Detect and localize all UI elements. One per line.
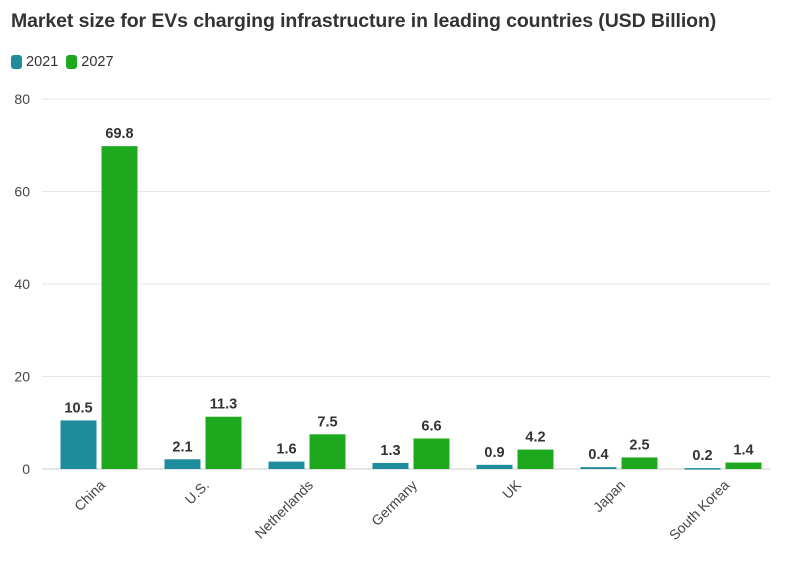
value-label-2027-germany: 6.6 [421, 418, 441, 434]
bar-2027-germany [413, 438, 450, 469]
bar-2027-uk [517, 449, 554, 469]
bar-2021-japan [580, 467, 617, 469]
bar-2021-china [60, 420, 97, 469]
bar-2027-japan [621, 457, 658, 469]
value-label-2021-japan: 0.4 [588, 447, 608, 463]
bar-2021-u-s [164, 459, 201, 469]
y-tick-label-20: 20 [14, 369, 30, 385]
x-tick-label-japan: Japan [590, 477, 628, 515]
value-label-2027-netherlands: 7.5 [317, 414, 337, 430]
y-tick-label-80: 80 [14, 91, 30, 107]
y-tick-label-0: 0 [22, 461, 30, 477]
legend-swatch-2027 [66, 55, 78, 69]
y-tick-label-40: 40 [14, 276, 30, 292]
bar-2027-netherlands [309, 434, 346, 469]
value-label-2027-china: 69.8 [105, 126, 133, 142]
bar-2021-netherlands [268, 461, 305, 469]
legend-label-2027: 2027 [81, 54, 114, 70]
legend-item-2027[interactable]: 2027 [66, 54, 114, 70]
legend-label-2021: 2021 [26, 54, 59, 70]
chart-title: Market size for EVs charging infrastruct… [11, 10, 717, 32]
value-label-2021-china: 10.5 [64, 400, 92, 416]
x-tick-label-netherlands: Netherlands [251, 477, 316, 542]
bar-2027-south-korea [725, 462, 762, 469]
bar-2027-u-s [205, 416, 242, 469]
bar-2021-south-korea [684, 468, 721, 470]
bar-2027-china [101, 146, 138, 470]
value-label-2021-south-korea: 0.2 [692, 448, 712, 464]
value-label-2021-u-s: 2.1 [172, 439, 192, 455]
value-label-2021-uk: 0.9 [484, 445, 504, 461]
legend: 2021 2027 [11, 54, 122, 70]
x-tick-label-germany: Germany [368, 477, 420, 529]
value-label-2021-netherlands: 1.6 [276, 442, 296, 458]
value-label-2021-germany: 1.3 [380, 443, 400, 459]
x-tick-label-china: China [71, 477, 108, 514]
value-label-2027-u-s: 11.3 [210, 397, 237, 413]
value-label-2027-japan: 2.5 [629, 437, 649, 453]
y-tick-label-60: 60 [14, 184, 30, 200]
value-label-2027-uk: 4.2 [525, 430, 545, 446]
x-tick-label-u-s: U.S. [182, 477, 213, 508]
bar-2021-germany [372, 462, 409, 469]
legend-item-2021[interactable]: 2021 [11, 54, 58, 70]
legend-swatch-2021 [11, 55, 22, 69]
bar-2021-uk [476, 464, 513, 469]
x-tick-label-uk: UK [499, 476, 525, 502]
x-tick-label-south-korea: South Korea [666, 477, 733, 544]
value-label-2027-south-korea: 1.4 [733, 443, 753, 459]
